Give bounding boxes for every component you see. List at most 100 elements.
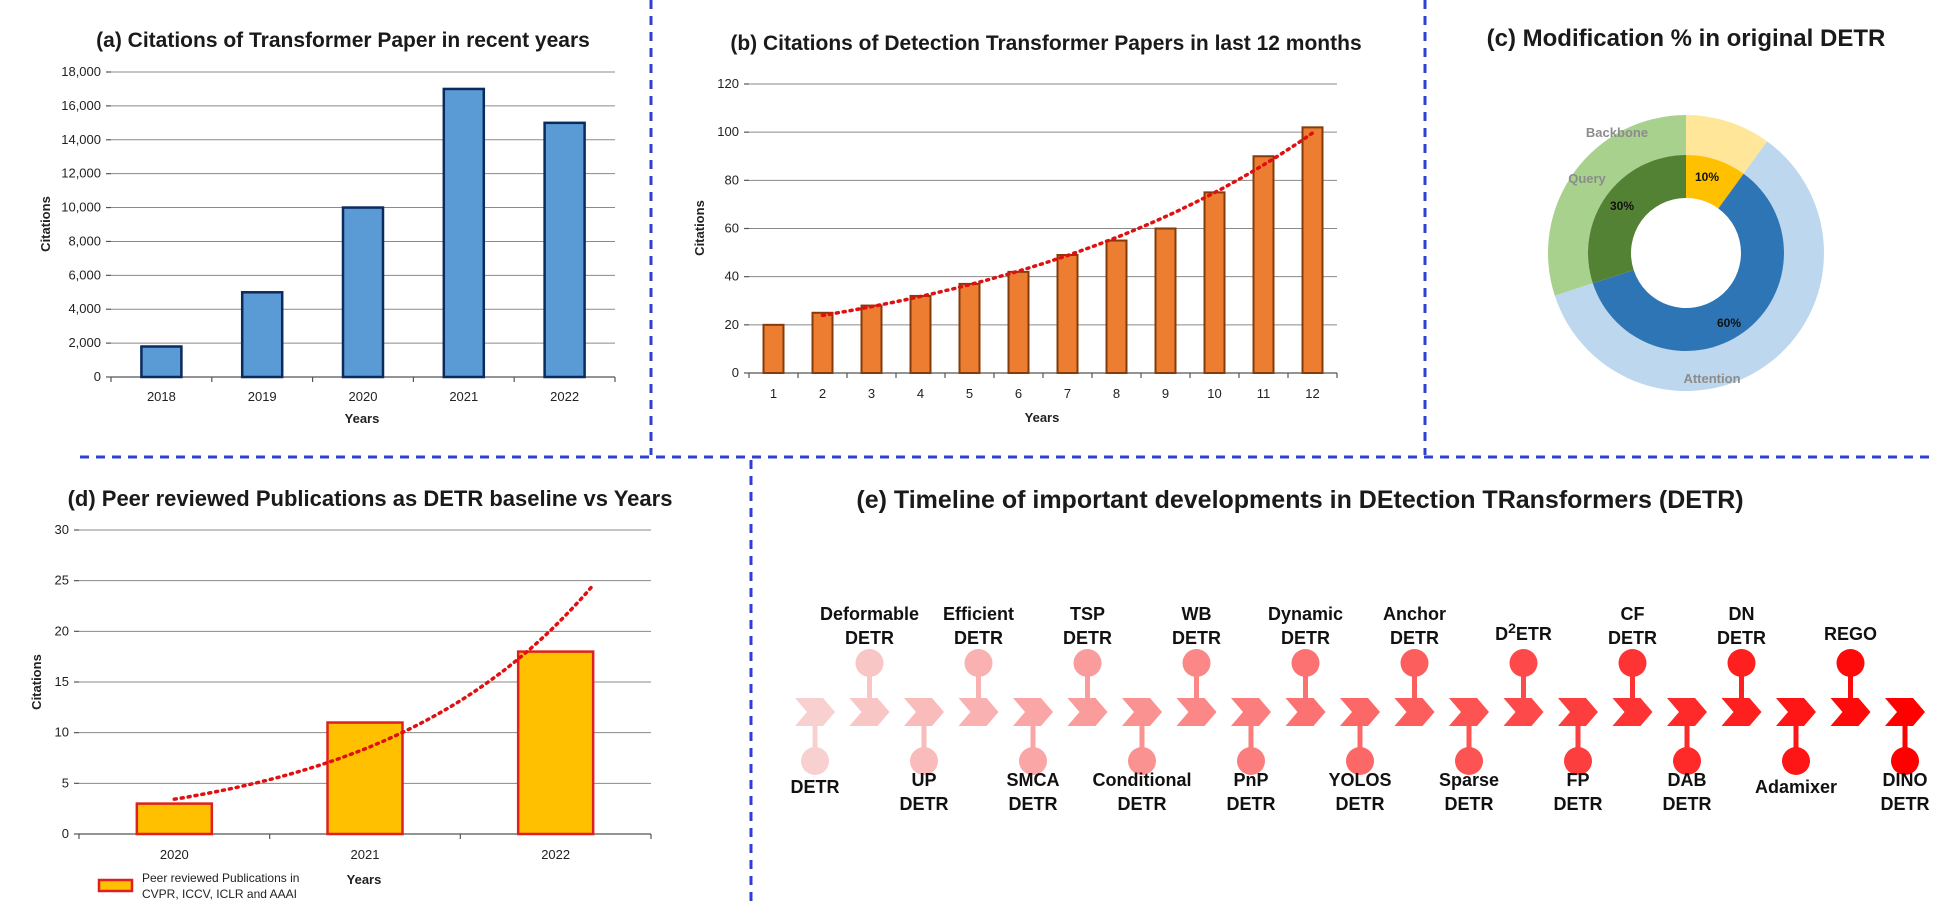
timeline-label-dn-detr: DETR: [1717, 628, 1766, 648]
chart-b-x-ticks: 1 2 3 4 5 6 7 8 9 10 11 12: [770, 386, 1320, 401]
timeline-label-dino-detr: DETR: [1881, 794, 1930, 814]
timeline-chevron: [1394, 698, 1435, 726]
chart-b-y-ticks: 0 20 40 60 80 100 120: [717, 76, 739, 380]
y-tick-label: 10,000: [61, 200, 101, 215]
bar-2022: [516, 650, 595, 836]
timeline-node-yolos-detr: [1346, 747, 1374, 775]
timeline-label-yolos-detr: YOLOS: [1328, 770, 1391, 790]
timeline-label-wb-detr: WB: [1182, 604, 1212, 624]
x-tick-label: 2: [819, 386, 826, 401]
chart-c-labels: Backbone 10% Attention 60% Query 30%: [1568, 125, 1741, 386]
timeline-label-dab-detr: DAB: [1668, 770, 1707, 790]
chart-b-trendline: [820, 131, 1315, 318]
timeline-chevron: [1503, 698, 1544, 726]
timeline-node-anchor-detr: [1400, 649, 1429, 677]
timeline-label-deformable-detr: Deformable: [820, 604, 919, 624]
bar-7: [1056, 253, 1079, 374]
timeline-chevron: [795, 698, 835, 726]
timeline-node-cf-detr: [1618, 649, 1647, 677]
y-tick-label: 0: [94, 369, 101, 384]
y-tick-label: 10: [55, 725, 69, 740]
chart-a-y-ticks: 0 2,000 4,000 6,000 8,000 10,000 12,000 14,000 1…: [61, 64, 101, 384]
chart-b-citations-detection-transformer: (b) Citations of Detection Transformer P…: [692, 32, 1362, 425]
panel-separators: [80, 0, 1930, 905]
timeline-label-fp-detr: DETR: [1554, 794, 1603, 814]
bar-2022: [543, 121, 586, 379]
timeline-chevron: [1449, 698, 1489, 726]
y-tick-label: 40: [725, 269, 739, 284]
chart-c-inner-ring: [1588, 155, 1785, 352]
timeline-chevron: [1176, 698, 1217, 726]
bar-5: [958, 282, 981, 374]
trendline-exponential: [820, 131, 1315, 318]
chart-b-x-label: Years: [1025, 410, 1060, 425]
y-tick-label: 20: [725, 317, 739, 332]
timeline-label-deformable-detr: DETR: [845, 628, 894, 648]
y-tick-label: 0: [732, 365, 739, 380]
x-tick-label: 11: [1257, 386, 1271, 401]
timeline-events: DETR Deformable DETR UP DETR Efficient DETR SMC…: [791, 604, 1930, 814]
bar-3: [860, 304, 883, 375]
x-tick-label: 2022: [550, 389, 579, 404]
timeline-label-anchor-detr: DETR: [1390, 628, 1439, 648]
timeline-label-cf-detr: CF: [1621, 604, 1645, 624]
percent-label-attention: 60%: [1717, 316, 1741, 330]
timeline-node-smca-detr: [1019, 747, 1047, 775]
timeline-label-dynamic-detr: Dynamic: [1268, 604, 1343, 624]
timeline-node-dynamic-detr: [1291, 649, 1320, 677]
timeline-chevron: [1830, 698, 1871, 726]
timeline-node-sparse-detr: [1455, 747, 1483, 775]
timeline-label-smca-detr: SMCA: [1007, 770, 1060, 790]
timeline-label-yolos-detr: DETR: [1336, 794, 1385, 814]
chart-d-legend-swatch: [97, 878, 134, 893]
x-tick-label: 6: [1015, 386, 1022, 401]
timeline-label-fp-detr: FP: [1566, 770, 1589, 790]
timeline-chevron: [1231, 698, 1271, 726]
chart-a-bars: [140, 87, 586, 379]
outer-slice-attention: [1554, 141, 1824, 391]
chart-d-legend-line-2: CVPR, ICCV, ICLR and AAAI: [142, 887, 297, 901]
y-tick-label: 120: [717, 76, 739, 91]
timeline-label-dynamic-detr: DETR: [1281, 628, 1330, 648]
bar-2020: [135, 802, 214, 836]
timeline-label-detr: DETR: [791, 777, 840, 797]
x-tick-label: 10: [1207, 386, 1221, 401]
x-tick-label: 1: [770, 386, 777, 401]
y-tick-label: 16,000: [61, 98, 101, 113]
x-tick-label: 2019: [248, 389, 277, 404]
trendline-exponential: [172, 582, 596, 801]
timeline-chevron: [1776, 698, 1816, 726]
timeline-label-anchor-detr: Anchor: [1383, 604, 1446, 624]
x-tick-label: 2020: [160, 847, 189, 862]
chart-d-x-ticks: 2020 2021 2022: [160, 847, 570, 862]
timeline-chevron: [1067, 698, 1108, 726]
timeline-node-tsp-detr: [1073, 649, 1102, 677]
chart-a-y-label: Citations: [38, 196, 53, 252]
y-tick-label: 15: [55, 674, 69, 689]
y-tick-label: 60: [725, 221, 739, 236]
bar-4: [909, 294, 932, 374]
chart-d-title: (d) Peer reviewed Publications as DETR b…: [68, 486, 673, 511]
chart-a-x-label: Years: [345, 411, 380, 426]
x-tick-label: 8: [1113, 386, 1120, 401]
percent-label-query: 30%: [1610, 199, 1634, 213]
timeline-chevron: [1340, 698, 1380, 726]
bar-2021: [442, 87, 486, 379]
chart-c-modification-donut: (c) Modification % in original DETR Back…: [1487, 25, 1885, 391]
y-tick-label: 0: [62, 826, 69, 841]
timeline-label-efficient-detr: Efficient: [943, 604, 1014, 624]
y-tick-label: 30: [55, 522, 69, 537]
outer-slice-query: [1547, 115, 1686, 296]
y-tick-label: 12,000: [61, 166, 101, 181]
timeline-label-cf-detr: DETR: [1608, 628, 1657, 648]
timeline-label-tsp-detr: TSP: [1070, 604, 1105, 624]
outer-label-attention: Attention: [1683, 371, 1740, 386]
x-tick-label: 9: [1162, 386, 1169, 401]
chart-a-title: (a) Citations of Transformer Paper in re…: [96, 29, 590, 52]
timeline-chevron: [849, 698, 890, 726]
timeline-node-adamixer: [1782, 747, 1810, 775]
x-tick-label: 12: [1305, 386, 1319, 401]
y-tick-label: 6,000: [68, 267, 101, 282]
bar-1: [762, 323, 785, 375]
